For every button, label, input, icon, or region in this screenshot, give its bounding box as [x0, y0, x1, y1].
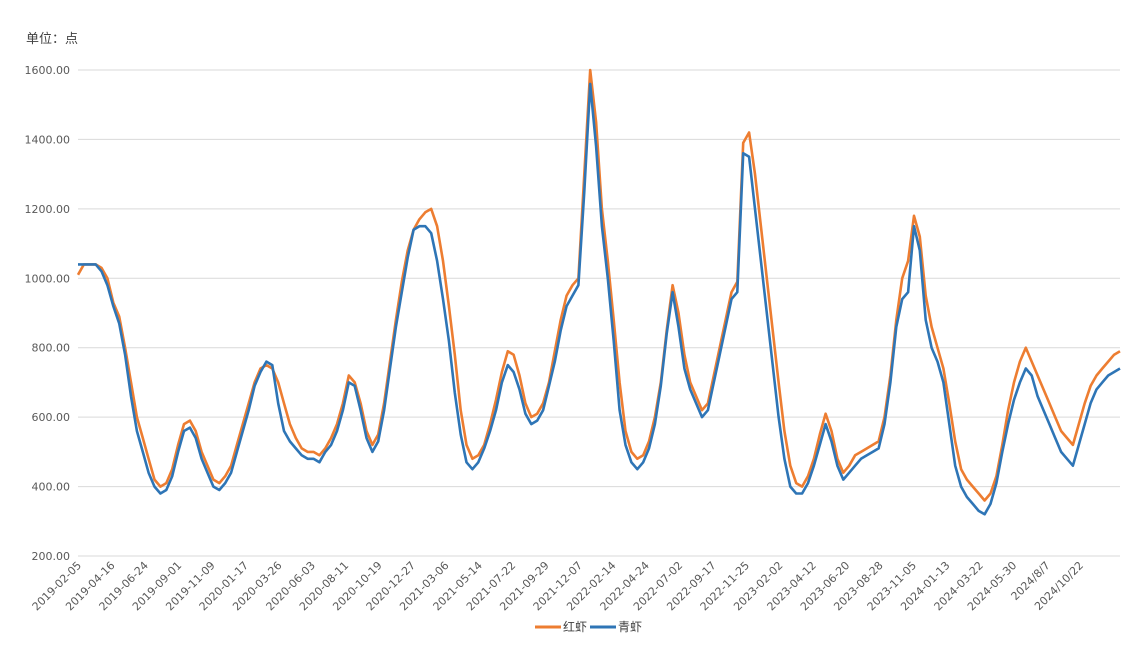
y-tick-label: 400.00 — [32, 481, 71, 494]
series-line-1 — [78, 82, 1121, 516]
legend[interactable]: 红虾 青虾 — [535, 619, 642, 634]
series-lines — [76, 68, 1121, 516]
grid-lines — [78, 69, 1120, 488]
legend-label[interactable]: 红虾 — [563, 619, 587, 634]
y-tick-label: 1400.00 — [25, 133, 71, 146]
y-tick-label: 1000.00 — [25, 272, 71, 285]
x-axis-ticks: 2019-02-052019-04-162019-06-242019-09-01… — [30, 559, 1086, 613]
series-line-0 — [76, 68, 1121, 502]
legend-label[interactable]: 青虾 — [618, 620, 642, 634]
y-axis-ticks: 200.00 400.00 600.00 800.00 1000.00 1200.00 14… — [25, 64, 71, 563]
y-tick-label: 200.00 — [32, 550, 71, 563]
y-tick-label: 1600.00 — [25, 64, 71, 77]
y-tick-label: 800.00 — [32, 342, 71, 355]
y-tick-label: 1200.00 — [25, 203, 71, 216]
y-tick-label: 600.00 — [32, 411, 71, 424]
unit-label: 单位：点 — [26, 32, 79, 47]
